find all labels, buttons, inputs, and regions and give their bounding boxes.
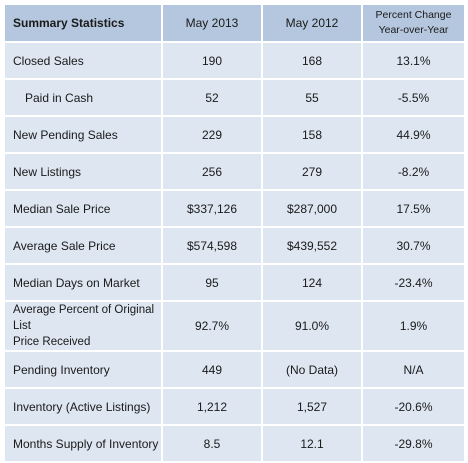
value-may-2013: $574,598 bbox=[163, 228, 261, 263]
table-row-closed-sales: Closed Sales 190 168 13.1% bbox=[5, 43, 464, 78]
value-may-2013: 92.7% bbox=[163, 302, 261, 350]
value-may-2012: 12.1 bbox=[263, 426, 361, 461]
value-may-2012: 124 bbox=[263, 265, 361, 300]
value-may-2013: 449 bbox=[163, 352, 261, 387]
value-percent-change: 13.1% bbox=[363, 43, 464, 78]
value-may-2013: 229 bbox=[163, 117, 261, 152]
value-may-2013: $337,126 bbox=[163, 191, 261, 226]
value-percent-change: 30.7% bbox=[363, 228, 464, 263]
value-may-2012: 1,527 bbox=[263, 389, 361, 424]
table-row-average-percent-of-list: Average Percent of Original List Price R… bbox=[5, 302, 464, 350]
value-may-2012: 168 bbox=[263, 43, 361, 78]
row-label: Median Sale Price bbox=[5, 191, 161, 226]
table-row-pending-inventory: Pending Inventory 449 (No Data) N/A bbox=[5, 352, 464, 387]
value-percent-change: -29.8% bbox=[363, 426, 464, 461]
header-percent-change-line2: Year-over-Year bbox=[378, 24, 449, 36]
value-percent-change: N/A bbox=[363, 352, 464, 387]
header-summary-statistics: Summary Statistics bbox=[5, 5, 161, 41]
row-label: Closed Sales bbox=[5, 43, 161, 78]
value-may-2012: $439,552 bbox=[263, 228, 361, 263]
row-label: Months Supply of Inventory bbox=[5, 426, 161, 461]
value-may-2012: $287,000 bbox=[263, 191, 361, 226]
value-percent-change: 44.9% bbox=[363, 117, 464, 152]
row-label: Inventory (Active Listings) bbox=[5, 389, 161, 424]
value-may-2013: 1,212 bbox=[163, 389, 261, 424]
value-percent-change: -5.5% bbox=[363, 80, 464, 115]
table-row-months-supply-of-inventory: Months Supply of Inventory 8.5 12.1 -29.… bbox=[5, 426, 464, 461]
value-percent-change: 1.9% bbox=[363, 302, 464, 350]
row-label-line2: Price Received bbox=[13, 336, 91, 348]
row-label: Paid in Cash bbox=[5, 80, 161, 115]
header-may-2012: May 2012 bbox=[263, 5, 361, 41]
value-may-2012: 55 bbox=[263, 80, 361, 115]
value-may-2012: (No Data) bbox=[263, 352, 361, 387]
value-may-2012: 279 bbox=[263, 154, 361, 189]
table-row-average-sale-price: Average Sale Price $574,598 $439,552 30.… bbox=[5, 228, 464, 263]
value-may-2013: 8.5 bbox=[163, 426, 261, 461]
value-may-2013: 95 bbox=[163, 265, 261, 300]
table-row-new-listings: New Listings 256 279 -8.2% bbox=[5, 154, 464, 189]
table-row-median-days-on-market: Median Days on Market 95 124 -23.4% bbox=[5, 265, 464, 300]
row-label: Median Days on Market bbox=[5, 265, 161, 300]
value-percent-change: -23.4% bbox=[363, 265, 464, 300]
value-may-2013: 256 bbox=[163, 154, 261, 189]
value-may-2012: 158 bbox=[263, 117, 361, 152]
table-header-row: Summary Statistics May 2013 May 2012 Per… bbox=[5, 5, 464, 41]
row-label: New Listings bbox=[5, 154, 161, 189]
value-may-2013: 52 bbox=[163, 80, 261, 115]
header-percent-change-line1: Percent Change bbox=[375, 9, 452, 21]
summary-statistics-panel: Summary Statistics May 2013 May 2012 Per… bbox=[5, 5, 464, 461]
row-label: New Pending Sales bbox=[5, 117, 161, 152]
summary-statistics-table: Summary Statistics May 2013 May 2012 Per… bbox=[3, 3, 466, 463]
value-percent-change: 17.5% bbox=[363, 191, 464, 226]
table-row-paid-in-cash: Paid in Cash 52 55 -5.5% bbox=[5, 80, 464, 115]
value-may-2013: 190 bbox=[163, 43, 261, 78]
row-label: Pending Inventory bbox=[5, 352, 161, 387]
table-row-inventory-active-listings: Inventory (Active Listings) 1,212 1,527 … bbox=[5, 389, 464, 424]
value-may-2012: 91.0% bbox=[263, 302, 361, 350]
row-label: Average Percent of Original List Price R… bbox=[5, 302, 161, 350]
header-percent-change: Percent Change Year-over-Year bbox=[363, 5, 464, 41]
table-row-new-pending-sales: New Pending Sales 229 158 44.9% bbox=[5, 117, 464, 152]
row-label: Average Sale Price bbox=[5, 228, 161, 263]
table-row-median-sale-price: Median Sale Price $337,126 $287,000 17.5… bbox=[5, 191, 464, 226]
value-percent-change: -20.6% bbox=[363, 389, 464, 424]
row-label-line1: Average Percent of Original List bbox=[13, 304, 155, 332]
value-percent-change: -8.2% bbox=[363, 154, 464, 189]
header-may-2013: May 2013 bbox=[163, 5, 261, 41]
